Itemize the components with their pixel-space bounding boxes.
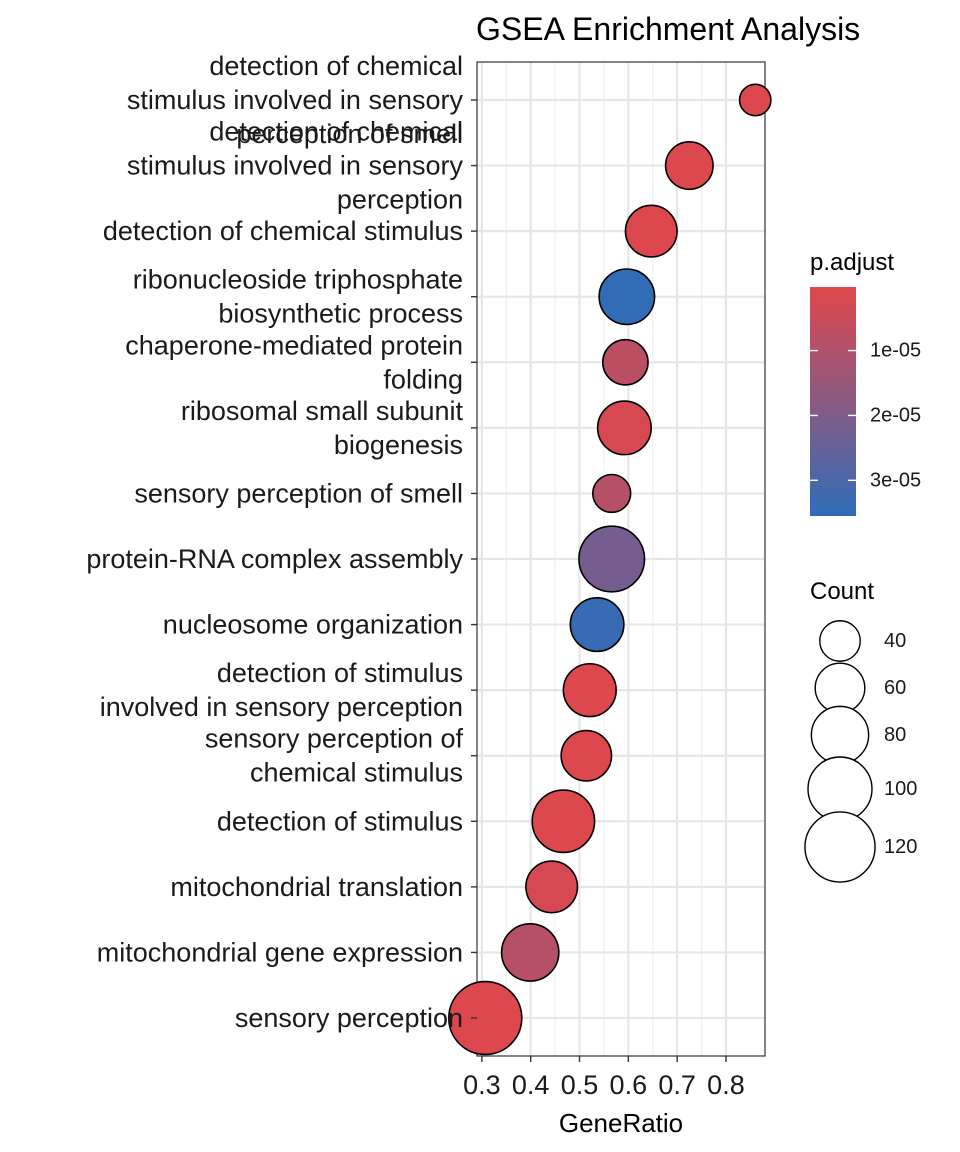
- x-axis-title: GeneRatio: [559, 1108, 683, 1138]
- size-legend-label: 80: [884, 724, 906, 746]
- chart-title: GSEA Enrichment Analysis: [476, 11, 860, 47]
- data-point: [578, 525, 646, 593]
- y-tick-label: detection of chemical: [209, 117, 463, 147]
- y-tick-label: stimulus involved in sensory: [127, 151, 464, 181]
- y-tick-label: stimulus involved in sensory: [127, 85, 464, 115]
- y-tick-label: perception: [337, 185, 463, 215]
- data-point: [596, 400, 652, 456]
- size-legend-label: 60: [884, 677, 906, 699]
- y-tick-label: biosynthetic process: [218, 299, 463, 329]
- data-point: [569, 596, 625, 653]
- data-point: [531, 789, 596, 854]
- data-point: [664, 141, 714, 191]
- y-tick-label: protein-RNA complex assembly: [86, 544, 463, 574]
- y-tick-label: sensory perception of: [205, 724, 464, 754]
- color-legend-label: 2e-05: [870, 404, 921, 426]
- y-tick-label: nucleosome organization: [163, 610, 463, 640]
- data-point: [601, 338, 649, 386]
- color-legend-title: p.adjust: [810, 249, 894, 276]
- x-tick-label: 0.3: [463, 1070, 501, 1100]
- size-legend-label: 120: [884, 836, 917, 858]
- y-tick-label: folding: [383, 364, 463, 394]
- x-tick-label: 0.6: [610, 1070, 648, 1100]
- x-tick-label: 0.8: [707, 1070, 745, 1100]
- y-tick-label: biogenesis: [334, 430, 463, 460]
- y-tick-label: chaperone-mediated protein: [125, 330, 463, 360]
- size-legend-circle: [810, 705, 870, 765]
- x-tick-label: 0.7: [658, 1070, 696, 1100]
- data-point: [598, 268, 656, 326]
- size-legend-circle: [819, 620, 861, 662]
- data-point: [525, 860, 579, 914]
- x-tick-label: 0.4: [512, 1070, 550, 1100]
- y-tick-label: sensory perception: [235, 1003, 463, 1033]
- y-tick-label: detection of stimulus: [217, 806, 463, 836]
- size-legend-title: Count: [810, 578, 874, 605]
- y-tick-label: involved in sensory perception: [100, 692, 463, 722]
- x-axis: 0.3 0.4 0.5 0.6 0.7 0.8: [463, 1056, 745, 1100]
- y-tick-label: detection of chemical: [209, 51, 463, 81]
- size-legend: Count 40 60 80 100 120: [804, 578, 917, 883]
- color-legend-bar: [810, 287, 856, 516]
- y-tick-label: chemical stimulus: [250, 758, 463, 788]
- y-tick-label: mitochondrial translation: [170, 872, 463, 902]
- color-legend-label: 1e-05: [870, 340, 921, 362]
- data-point: [624, 204, 678, 258]
- data-point: [738, 83, 772, 117]
- y-tick-label: ribonucleoside triphosphate: [133, 265, 463, 295]
- y-tick-label: detection of chemical stimulus: [103, 216, 463, 246]
- size-legend-label: 100: [884, 778, 917, 800]
- y-tick-label: sensory perception of smell: [134, 478, 463, 508]
- size-legend-circle: [814, 662, 866, 714]
- color-legend-label: 3e-05: [870, 469, 921, 491]
- x-tick-label: 0.5: [561, 1070, 599, 1100]
- data-point: [560, 729, 613, 782]
- data-point: [591, 473, 632, 514]
- data-points: [448, 83, 772, 1056]
- data-point: [562, 662, 617, 718]
- data-point: [500, 923, 560, 982]
- y-tick-label: perception of smell: [236, 119, 463, 149]
- y-tick-label: ribosomal small subunit: [181, 396, 464, 426]
- y-tick-label: mitochondrial gene expression: [97, 937, 463, 967]
- size-legend-circle: [804, 811, 876, 883]
- y-tick-label: detection of stimulus: [217, 658, 463, 688]
- data-point: [448, 980, 523, 1056]
- color-legend: p.adjust 1e-05 2e-05 3e-05: [810, 249, 921, 516]
- size-legend-label: 40: [884, 630, 906, 652]
